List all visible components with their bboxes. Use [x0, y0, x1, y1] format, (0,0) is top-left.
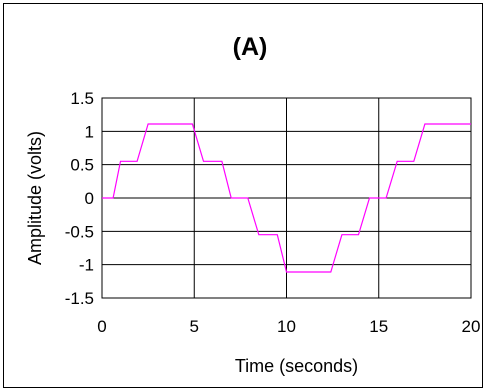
y-axis-title: Amplitude (volts): [25, 131, 45, 265]
y-axis-tick-labels: 1.5 1 0.5 0 -0.5 -1 -1.5: [65, 89, 94, 308]
x-axis-title: Time (seconds): [235, 356, 358, 376]
x-tick-label: 15: [369, 317, 388, 336]
x-tick-label: 0: [97, 317, 106, 336]
y-tick-label: 0.5: [70, 156, 94, 175]
y-tick-label: 1.5: [70, 89, 94, 108]
x-tick-label: 10: [277, 317, 296, 336]
chart-title: (A): [233, 33, 268, 61]
y-tick-label: 1: [85, 122, 94, 141]
series-line: [102, 123, 471, 273]
y-tick-label: -1: [79, 256, 94, 275]
y-tick-label: 0: [85, 189, 94, 208]
y-tick-label: -1.5: [65, 289, 94, 308]
x-tick-label: 5: [190, 317, 199, 336]
x-axis-tick-labels: 0 5 10 15 20: [97, 317, 480, 336]
y-tick-label: -0.5: [65, 222, 94, 241]
x-tick-label: 20: [462, 317, 481, 336]
